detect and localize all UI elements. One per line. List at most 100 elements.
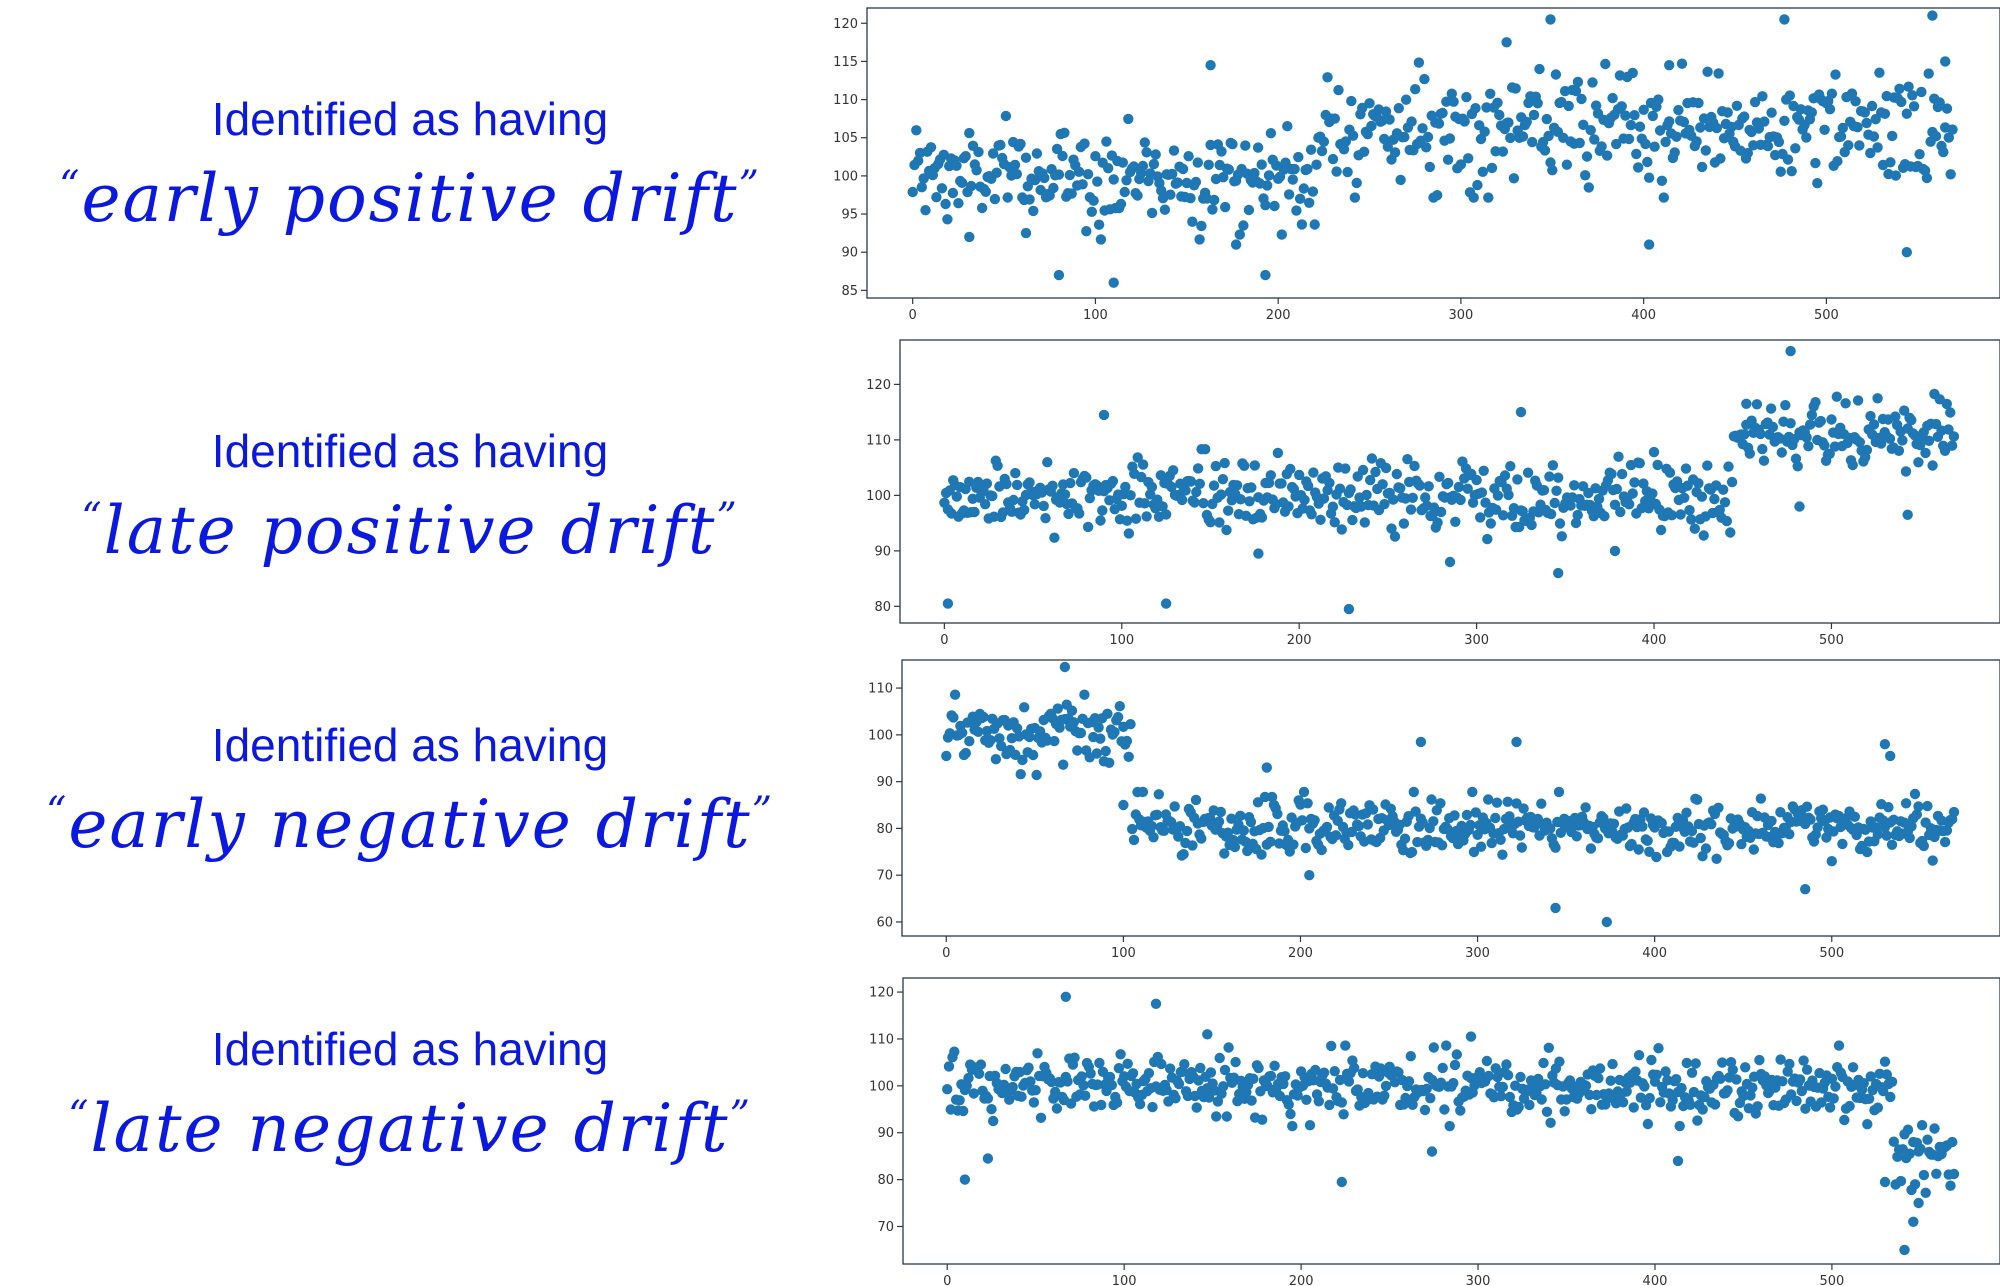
data-point (1576, 93, 1587, 105)
data-point (1839, 1114, 1850, 1126)
data-point (1253, 1062, 1264, 1074)
data-point (951, 491, 962, 502)
data-point (1920, 447, 1931, 459)
data-point (1073, 166, 1085, 177)
data-point (1741, 398, 1752, 409)
data-point (1627, 488, 1638, 499)
data-point (1410, 806, 1421, 817)
data-point (1000, 1063, 1011, 1075)
data-point (1086, 206, 1097, 217)
data-point (1160, 598, 1172, 609)
data-point (1866, 100, 1878, 112)
data-point (1190, 176, 1202, 188)
data-point (1817, 804, 1829, 815)
data-point (1634, 121, 1646, 132)
data-point (1621, 803, 1632, 814)
data-point (1223, 164, 1234, 175)
caption-4-drift-label: late negative drift (90, 1090, 730, 1167)
data-point (1107, 475, 1119, 487)
data-point (1011, 723, 1023, 734)
data-point (973, 1068, 985, 1079)
data-point (1104, 757, 1115, 768)
data-point (1692, 794, 1703, 805)
data-point (1020, 227, 1032, 239)
data-point (1651, 851, 1662, 863)
data-point (1696, 161, 1708, 173)
data-point (1501, 1059, 1512, 1070)
caption-1-line1: Identified as having (211, 93, 609, 145)
data-point (1343, 603, 1355, 615)
data-point (1559, 1106, 1570, 1117)
data-point (1047, 480, 1058, 491)
caption-4: Identified as having “late negative drif… (0, 1022, 820, 1169)
data-point (1196, 833, 1207, 844)
data-point (1118, 799, 1129, 811)
caption-2-line1: Identified as having (211, 425, 609, 477)
data-point (1461, 91, 1472, 103)
caption-2: Identified as having “late positive drif… (0, 424, 820, 571)
data-point (1475, 512, 1486, 523)
data-point (1120, 481, 1131, 493)
data-point (1216, 146, 1227, 157)
data-point (1052, 703, 1063, 714)
data-point (1265, 836, 1276, 847)
data-point (1450, 516, 1461, 527)
data-point (1862, 846, 1873, 858)
data-point (1508, 173, 1520, 184)
data-point (980, 499, 991, 510)
data-point (1230, 1056, 1241, 1068)
data-point (1512, 474, 1523, 485)
data-point (1153, 789, 1164, 800)
data-point (1539, 145, 1551, 156)
data-point (1574, 137, 1585, 149)
data-point (1689, 523, 1700, 534)
data-point (1503, 117, 1514, 128)
data-point (1715, 1073, 1726, 1084)
data-point (1345, 484, 1356, 495)
data-point (1861, 444, 1873, 456)
data-point (964, 231, 975, 243)
data-point (1359, 517, 1370, 528)
data-point (1652, 459, 1663, 471)
data-point (1587, 77, 1598, 88)
data-point (1736, 839, 1747, 850)
data-point (1943, 424, 1954, 435)
data-point (1777, 1076, 1788, 1087)
data-point (1272, 808, 1283, 820)
data-point (1572, 76, 1584, 88)
x-tick-label: 500 (1819, 633, 1844, 648)
data-point (1698, 530, 1709, 541)
data-point (1794, 1074, 1806, 1085)
data-point (1927, 460, 1938, 471)
data-point (1117, 157, 1128, 168)
data-point (1948, 431, 1960, 442)
x-tick-label: 100 (1109, 633, 1134, 648)
data-point (1601, 150, 1613, 161)
data-point (1551, 485, 1562, 496)
data-point (980, 186, 991, 197)
data-point (1686, 1067, 1698, 1078)
data-point (1800, 884, 1811, 895)
data-point (1896, 96, 1907, 108)
data-point (1185, 193, 1196, 204)
data-point (1570, 517, 1582, 529)
data-point (1298, 183, 1309, 194)
data-point (1639, 1081, 1650, 1092)
data-point (1806, 107, 1817, 118)
data-point (1115, 1049, 1126, 1060)
data-point (1483, 794, 1494, 805)
data-point (1023, 1062, 1034, 1073)
data-point (1351, 177, 1362, 189)
data-point (1502, 796, 1513, 807)
data-point (1062, 1076, 1073, 1087)
data-point (1914, 149, 1925, 160)
data-point (1913, 457, 1924, 468)
data-point (1837, 838, 1848, 850)
data-point (1403, 1076, 1415, 1087)
data-point (1881, 830, 1892, 841)
data-point (1697, 1104, 1708, 1115)
data-point (1805, 814, 1816, 825)
data-point (1393, 103, 1404, 114)
data-point (1051, 143, 1063, 155)
data-point (1168, 465, 1179, 476)
